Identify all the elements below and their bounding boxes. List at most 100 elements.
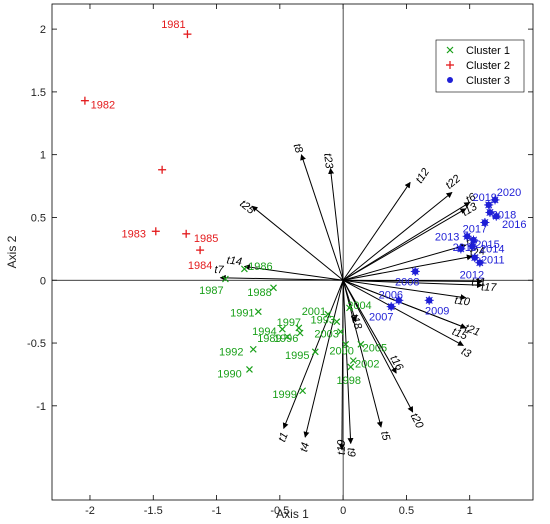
loading-vector-t11 [343,278,483,285]
y-tick-label: 0 [40,275,46,287]
marker-stroke [481,218,489,227]
marker-stroke [457,245,465,253]
year-label-2009: 2009 [425,305,449,317]
marker-stroke [240,265,248,273]
x-tick-label: 0.5 [399,505,414,517]
marker-stroke [387,303,395,311]
cluster-3-marker [410,266,420,276]
year-label-2001: 2001 [302,306,326,318]
vector-label-t17: t17 [481,281,498,294]
x-tick-label: -2 [85,505,95,517]
year-label-1984: 1984 [188,260,212,272]
loading-vector-t10 [343,279,467,301]
cluster-3-marker [480,217,490,227]
year-label-2010: 2010 [453,242,477,254]
loading-vector-t16 [342,280,397,374]
year-label-1987: 1987 [199,285,223,297]
year-label-1981: 1981 [161,19,185,31]
vector-label-t7: t7 [214,264,224,276]
loading-vector-t21 [342,279,467,329]
loading-vector-t23 [328,167,344,281]
marker-stroke [469,236,478,244]
year-label-1983: 1983 [122,228,146,240]
year-label-2012: 2012 [460,270,484,282]
vector-label-t21: t21 [463,322,482,339]
marker-stroke [492,212,500,220]
marker-stroke [311,348,319,356]
year-label-2011: 2011 [481,255,505,267]
marker-stroke [296,329,304,337]
year-label-1998: 1998 [336,375,360,387]
vector-label-t8: t8 [291,142,306,155]
loading-vector-t20 [342,280,414,413]
x-axis-label: Axis 1 [276,507,309,521]
vector-label-t23: t23 [321,153,335,170]
year-label-2004: 2004 [347,300,371,312]
marker-stroke [346,304,353,312]
vector-label-t10: t10 [454,294,472,308]
vector-label-t14: t14 [226,254,243,268]
y-tick-label: 0.5 [31,212,46,224]
marker-stroke [463,232,471,240]
legend-marker-cluster-2 [446,61,454,69]
cluster-3-marker [484,200,494,210]
cluster-3-marker [491,211,501,221]
vector-label-t18: t18 [348,313,364,332]
cluster-3-marker [485,207,495,217]
year-label-1999: 1999 [272,389,296,401]
cluster-1-marker [347,363,355,371]
marker-stroke [491,196,499,204]
marker-stroke [333,318,341,326]
marker-stroke [249,345,257,353]
loading-vector-t7 [219,274,344,281]
marker-stroke [246,365,253,373]
cluster-3-marker [470,253,480,263]
vector-label-t20: t20 [408,411,426,431]
vector-label-t9: t9 [345,447,357,457]
loading-vector-t9 [342,280,354,445]
legend-label-cluster-3: Cluster 3 [466,75,510,87]
cluster-1-marker [337,328,345,336]
cluster-1-marker [240,265,248,273]
marker-stroke [486,208,494,216]
cluster-1-marker [278,325,286,333]
year-label-2007: 2007 [369,312,393,324]
vector-label-t25: t25 [237,198,257,218]
plot-area [52,4,533,500]
year-label-1991: 1991 [230,308,254,320]
cluster-1-marker [221,275,229,283]
year-label-1986: 1986 [248,261,272,273]
cluster-3-marker [462,231,472,241]
legend-marker-cluster-1 [446,46,454,54]
loading-vector-t12 [342,181,411,281]
vector-label-t12: t12 [414,166,433,185]
cluster-1-marker [254,308,262,316]
y-tick-label: -1 [36,401,46,413]
cluster-2-marker [151,227,160,236]
loading-vector-t2 [342,243,467,281]
year-label-2008: 2008 [395,276,419,288]
y-axis-label: Axis 2 [5,235,19,268]
year-label-2019: 2019 [472,192,496,204]
marker-stroke [411,267,419,275]
vector-label-t4: t4 [298,441,312,453]
y-tick-label: 1 [40,150,46,162]
x-tick-label: -0.5 [270,505,289,517]
cluster-3-marker [467,241,477,251]
cluster-2-marker [158,165,167,174]
marker-stroke [357,340,365,348]
vector-label-t19: t19 [336,440,348,455]
year-label-2006: 2006 [379,289,403,301]
loading-vector-t17 [343,279,483,289]
year-label-1989: 1989 [257,333,281,345]
cluster-1-marker [342,340,350,348]
legend-label-cluster-2: Cluster 2 [466,60,510,72]
cluster-1-marker [295,324,303,332]
cluster-2-marker [80,96,89,105]
marker-stroke [425,296,433,304]
marker-stroke [221,275,229,283]
cluster-1-marker [284,333,291,341]
year-label-2005: 2005 [363,342,387,354]
loading-vector-t13 [342,208,467,281]
